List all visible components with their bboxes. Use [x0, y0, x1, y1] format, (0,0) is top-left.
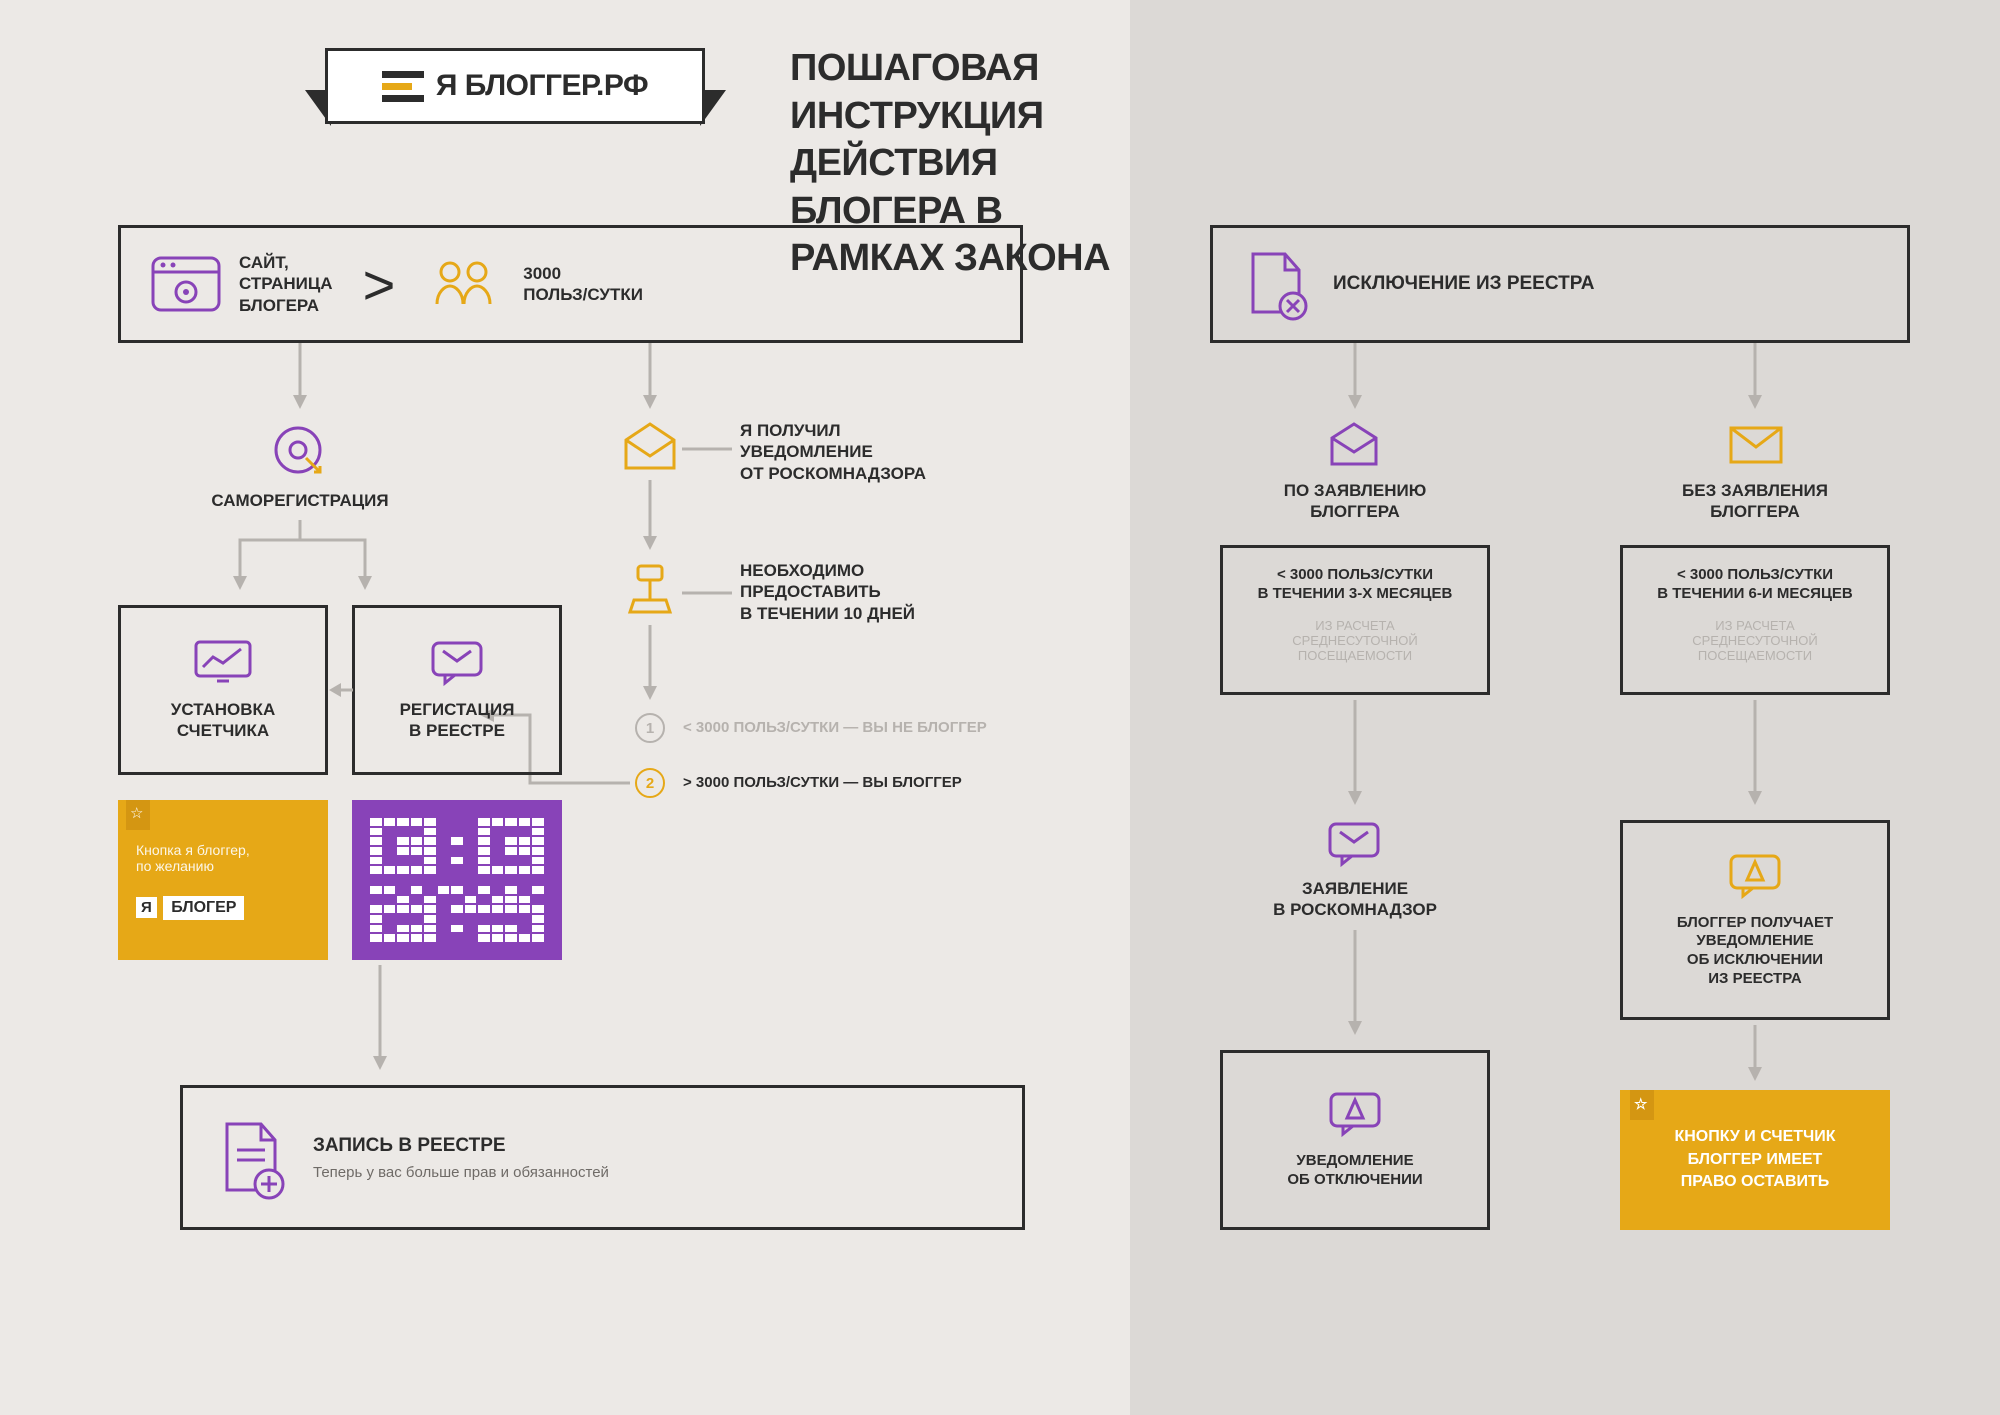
col-b-note: ИЗ РАСЧЕТА СРЕДНЕСУТОЧНОЙ ПОСЕЩАЕМОСТИ: [1637, 618, 1873, 663]
connector-1: [682, 444, 732, 454]
threshold-box: САЙТ, СТРАНИЦА БЛОГЕРА > 3000 ПОЛЬЗ/СУТК…: [118, 225, 1023, 343]
counter-box: УСТАНОВКА СЧЕТЧИКА: [118, 605, 328, 775]
col-a-head: ПО ЗАЯВЛЕНИЮ БЛОГГЕРА: [1250, 480, 1460, 523]
arrow-left-small: [329, 683, 353, 697]
envelope-icon: [1728, 425, 1784, 465]
button-tile-text: Кнопка я блоггер, по желанию: [136, 842, 310, 874]
option-1-badge: 1: [635, 713, 665, 743]
button-badge: БЛОГЕР: [163, 896, 244, 920]
col-b-head: БЕЗ ЗАЯВЛЕНИЯ БЛОГГЕРА: [1650, 480, 1860, 523]
col-a-end: УВЕДОМЛЕНИЕ ОБ ОТКЛЮЧЕНИИ: [1287, 1152, 1422, 1190]
speech-mail-icon: [429, 639, 485, 685]
col-a-condition: < 3000 ПОЛЬЗ/СУТКИ В ТЕЧЕНИИ 3-Х МЕСЯЦЕВ: [1237, 566, 1473, 604]
record-title: ЗАПИСЬ В РЕЕСТРЕ: [313, 1134, 609, 1158]
col-a-note: ИЗ РАСЧЕТА СРЕДНЕСУТОЧНОЙ ПОСЕЩАЕМОСТИ: [1237, 618, 1473, 663]
banner-bars-icon: [382, 71, 424, 102]
registration-label: РЕГИСТАЦИЯ В РЕЕСТРЕ: [400, 699, 515, 742]
arrow-r-1: [1345, 343, 1365, 413]
exclusion-box: ИСКЛЮЧЕНИЕ ИЗ РЕЕСТРА: [1210, 225, 1910, 343]
bookmark-star-icon-2: [1630, 1090, 1654, 1120]
mail-open-icon: [622, 420, 678, 472]
col-a-msg: ЗАЯВЛЕНИЕ В РОСКОМНАДЗОР: [1240, 878, 1470, 921]
col-a-end-box: УВЕДОМЛЕНИЕ ОБ ОТКЛЮЧЕНИИ: [1220, 1050, 1490, 1230]
arrow-r-6: [1745, 1025, 1765, 1085]
banner-text: Я БЛОГГЕР.РФ: [436, 69, 648, 103]
counter-label: УСТАНОВКА СЧЕТЧИКА: [171, 699, 275, 742]
col-b-condition-box: < 3000 ПОЛЬЗ/СУТКИ В ТЕЧЕНИИ 6-И МЕСЯЦЕВ…: [1620, 545, 1890, 695]
option-2-badge: 2: [635, 768, 665, 798]
registration-box: РЕГИСТАЦИЯ В РЕЕСТРЕ: [352, 605, 562, 775]
monitor-chart-icon: [193, 639, 253, 685]
speech-alert-yellow-icon: [1727, 852, 1783, 898]
left-panel: Я БЛОГГЕР.РФ ПОШАГОВАЯ ИНСТРУКЦИЯ ДЕЙСТВ…: [0, 0, 1130, 1415]
qr-tile: [352, 800, 562, 960]
speech-alert-purple-icon: [1327, 1090, 1383, 1136]
arrow-down-1: [290, 343, 310, 413]
record-box: ЗАПИСЬ В РЕЕСТРЕ Теперь у вас больше пра…: [180, 1085, 1025, 1230]
cursor-target-icon: [268, 420, 328, 480]
site-label: САЙТ, СТРАНИЦА БЛОГЕРА: [239, 252, 333, 316]
document-cross-icon: [1247, 248, 1307, 320]
arrow-r-2: [1745, 343, 1765, 413]
bookmark-star-icon: [126, 800, 150, 830]
col-a-condition-box: < 3000 ПОЛЬЗ/СУТКИ В ТЕЧЕНИИ 3-Х МЕСЯЦЕВ…: [1220, 545, 1490, 695]
option-2-text: > 3000 ПОЛЬЗ/СУТКИ — ВЫ БЛОГГЕР: [683, 773, 962, 793]
col-b-end-tile: КНОПКУ И СЧЕТЧИК БЛОГГЕР ИМЕЕТ ПРАВО ОСТ…: [1620, 1090, 1890, 1230]
arrow-r-3: [1345, 700, 1365, 810]
greater-than-symbol: >: [363, 252, 396, 317]
arrow-down-4: [640, 625, 660, 705]
option-1-text: < 3000 ПОЛЬЗ/СУТКИ — ВЫ НЕ БЛОГГЕР: [683, 718, 987, 738]
stamp-icon: [626, 562, 674, 618]
arrow-r-4: [1745, 700, 1765, 810]
mail-open-purple-icon: [1328, 420, 1380, 468]
arrow-r-5: [1345, 930, 1365, 1040]
qr-code-icon: [370, 818, 544, 942]
col-b-condition: < 3000 ПОЛЬЗ/СУТКИ В ТЕЧЕНИИ 6-И МЕСЯЦЕВ: [1637, 566, 1873, 604]
option-1: 1 < 3000 ПОЛЬЗ/СУТКИ — ВЫ НЕ БЛОГГЕР: [635, 713, 987, 743]
record-subtitle: Теперь у вас больше прав и обязанностей: [313, 1164, 609, 1181]
site-banner: Я БЛОГГЕР.РФ: [325, 48, 705, 124]
col-b-msg: БЛОГГЕР ПОЛУЧАЕТ УВЕДОМЛЕНИЕ ОБ ИСКЛЮЧЕН…: [1677, 914, 1833, 989]
right-panel: ИСКЛЮЧЕНИЕ ИЗ РЕЕСТРА ПО ЗАЯВЛЕНИЮ БЛОГГ…: [1130, 0, 2000, 1415]
document-plus-icon: [219, 1118, 285, 1198]
optional-button-tile: Кнопка я блоггер, по желанию Я БЛОГЕР: [118, 800, 328, 960]
arrow-down-5: [370, 965, 390, 1075]
button-badge-ya: Я: [136, 897, 157, 918]
arrow-down-2: [640, 343, 660, 413]
self-registration-label: САМОРЕГИСТРАЦИЯ: [200, 490, 400, 511]
users-label: 3000 ПОЛЬЗ/СУТКИ: [523, 263, 643, 306]
speech-mail-purple-icon: [1326, 820, 1382, 866]
people-icon: [425, 256, 505, 312]
exclusion-title: ИСКЛЮЧЕНИЕ ИЗ РЕЕСТРА: [1333, 272, 1594, 296]
arrow-down-3: [640, 480, 660, 555]
connector-2: [682, 588, 732, 598]
provide-label: НЕОБХОДИМО ПРЕДОСТАВИТЬ В ТЕЧЕНИИ 10 ДНЕ…: [740, 560, 980, 624]
arrow-split: [225, 520, 385, 600]
notification-label: Я ПОЛУЧИЛ УВЕДОМЛЕНИЕ ОТ РОСКОМНАДЗОРА: [740, 420, 980, 484]
title-line-1: ПОШАГОВАЯ ИНСТРУКЦИЯ: [790, 47, 1044, 137]
browser-gear-icon: [151, 256, 221, 312]
col-b-msg-box: БЛОГГЕР ПОЛУЧАЕТ УВЕДОМЛЕНИЕ ОБ ИСКЛЮЧЕН…: [1620, 820, 1890, 1020]
option-2: 2 > 3000 ПОЛЬЗ/СУТКИ — ВЫ БЛОГГЕР: [635, 768, 962, 798]
col-b-end: КНОПКУ И СЧЕТЧИК БЛОГГЕР ИМЕЕТ ПРАВО ОСТ…: [1674, 1126, 1835, 1193]
